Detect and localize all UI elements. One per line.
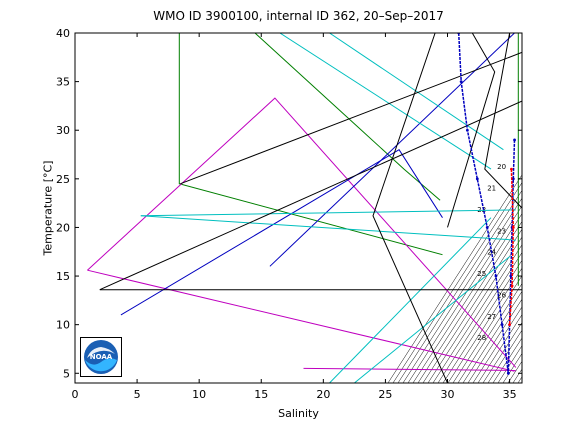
profile-point — [511, 177, 515, 181]
x-axis-ticks: 0 5 10 15 20 25 30 35 — [72, 33, 517, 401]
series-line-4 — [87, 97, 517, 368]
density-contour-line — [482, 321, 522, 383]
density-contour-line — [487, 329, 522, 383]
profile-point — [506, 371, 510, 375]
density-contour-line — [412, 213, 522, 383]
plot-frame — [74, 32, 523, 384]
y-tick-label: 40 — [56, 27, 70, 40]
y-tick-label: 30 — [56, 124, 70, 137]
density-contour-line — [472, 306, 522, 383]
profile-point — [459, 80, 463, 84]
data-series — [87, 33, 522, 383]
profile-point — [500, 323, 504, 327]
y-axis-ticks: 5 10 15 20 25 30 35 40 — [56, 27, 522, 380]
x-tick-label: 5 — [134, 388, 141, 401]
density-contour-line — [397, 189, 522, 383]
density-contour-label: 20 — [497, 163, 506, 171]
density-contour-line — [417, 220, 522, 383]
density-contour-line — [462, 290, 522, 383]
series-line-14 — [354, 256, 510, 383]
series-line-5 — [87, 269, 515, 372]
series-line-20 — [447, 33, 496, 228]
profile-point — [510, 284, 514, 288]
profile-point — [465, 128, 469, 132]
y-tick-label: 25 — [56, 173, 70, 186]
density-contour-line — [457, 283, 522, 383]
density-contour-line — [407, 205, 522, 383]
x-tick-label: 35 — [503, 388, 517, 401]
series-line-10 — [140, 215, 516, 241]
profile-series — [457, 33, 516, 375]
x-tick-label: 15 — [254, 388, 268, 401]
profile-line-2 — [507, 139, 516, 374]
chart-title: WMO ID 3900100, internal ID 362, 20–Sep–… — [153, 9, 444, 23]
density-contour-label: 28 — [477, 334, 486, 342]
noaa-logo: NOAA — [80, 337, 122, 377]
density-contour-label: 23 — [497, 227, 506, 235]
series-line-7 — [120, 149, 443, 316]
profile-point — [509, 274, 513, 278]
profile-point — [494, 274, 498, 278]
profile-point — [511, 226, 515, 229]
x-tick-label: 30 — [441, 388, 455, 401]
profile-point — [508, 323, 511, 327]
density-contour-line — [492, 337, 522, 383]
density-contour-label: 26 — [497, 291, 506, 299]
y-tick-label: 5 — [63, 367, 70, 380]
density-contour-line — [427, 236, 522, 383]
x-tick-label: 0 — [72, 388, 79, 401]
profile-point — [475, 177, 479, 181]
y-tick-label: 10 — [56, 319, 70, 332]
series-line-9 — [140, 209, 516, 217]
series-line-12 — [329, 33, 504, 151]
series-line-19 — [484, 33, 522, 209]
y-tick-label: 35 — [56, 76, 70, 89]
x-tick-label: 25 — [378, 388, 392, 401]
series-line-16 — [99, 100, 522, 291]
x-axis-label: Salinity — [278, 407, 319, 420]
profile-line-3 — [508, 169, 515, 325]
density-contour-line — [402, 197, 522, 383]
series-line-8 — [269, 33, 515, 267]
series-line-1 — [178, 33, 443, 256]
profile-line-1 — [457, 33, 510, 374]
density-contour-line — [452, 275, 522, 383]
density-contour-line — [477, 314, 522, 383]
noaa-emblem-icon: NOAA — [84, 340, 118, 374]
profile-point — [513, 138, 516, 142]
series-line-6 — [303, 367, 516, 371]
density-contour-label: 27 — [487, 313, 496, 321]
density-contour-line — [467, 298, 522, 383]
series-line-11 — [279, 33, 492, 170]
series-line-18 — [372, 33, 448, 383]
density-contour-line — [432, 244, 522, 383]
x-tick-label: 10 — [192, 388, 206, 401]
density-contour-label: 21 — [487, 185, 496, 193]
y-tick-label: 15 — [56, 270, 70, 283]
y-axis-label: Temperature [°C] — [41, 160, 55, 256]
density-contour-line — [447, 267, 522, 383]
series-line-2 — [254, 33, 441, 201]
profile-point — [510, 167, 513, 171]
noaa-logo-text: NOAA — [90, 353, 113, 361]
x-tick-label: 20 — [316, 388, 330, 401]
y-tick-label: 20 — [56, 221, 70, 234]
profile-point — [485, 226, 489, 229]
series-line-17 — [180, 51, 522, 185]
density-contour-label: 22 — [477, 206, 486, 214]
density-contour-label: 25 — [477, 270, 486, 278]
